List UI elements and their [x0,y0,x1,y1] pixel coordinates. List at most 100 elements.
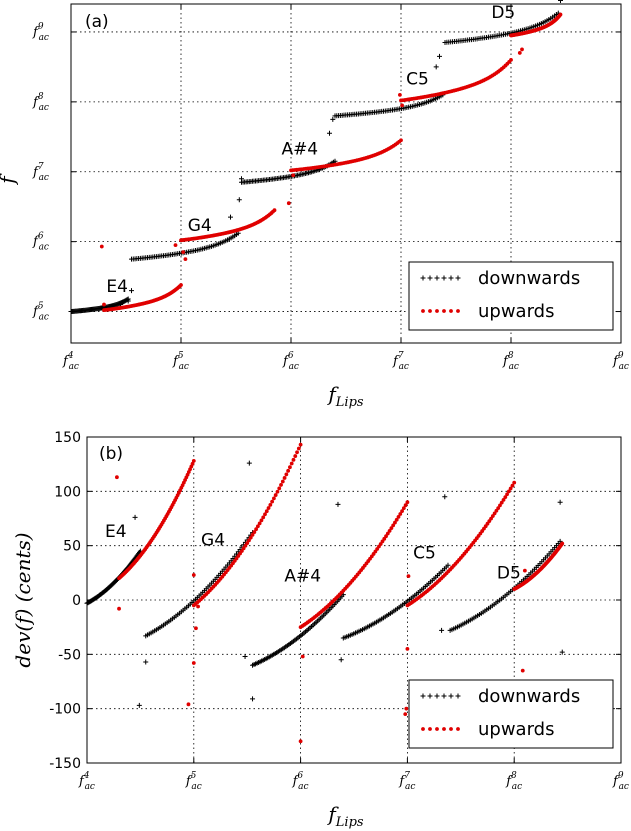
downwards-outlier-point [250,696,256,702]
y-tick-label-exponent: 5 [38,302,44,312]
upwards-point [268,502,273,507]
grid-a [71,4,621,343]
note-labels-b: E4 G4 A#4 C5 D5 [105,522,521,587]
upwards-point [501,497,506,502]
x-axis-label-b: fLips [326,802,364,830]
x-tick-label-exponent: 7 [404,771,410,781]
y-tick-label-base: f [32,235,40,250]
y-tick-label: f7 ac [32,162,49,183]
legend-label-upwards-a: upwards [478,301,554,322]
note-label: D5 [497,563,521,583]
downwards-outlier-point [335,501,341,507]
upwards-point [505,492,509,497]
upwards-point [272,208,277,213]
legend-swatch-downwards [427,693,433,699]
upwards-outlier-point [115,475,119,480]
upwards-point [257,521,262,526]
x-tick-label-base: f [78,774,86,789]
upwards-point [295,450,299,455]
x-tick-label: f5 ac [172,351,189,372]
legend-swatch-downwards [427,275,433,281]
upwards-point [266,506,271,510]
upwards-point [191,459,196,463]
downwards-outlier-point [330,116,336,122]
y-tick-label-base: f [32,25,40,40]
x-tick-label-sub: ac [399,362,409,372]
legend-swatch-upwards [421,727,425,731]
x-tick-label-exponent: 9 [618,771,624,781]
upwards-point [400,509,404,514]
upwards-outlier-point [117,606,121,611]
x-tick-label-exponent: 8 [511,771,517,781]
upwards-point [385,531,390,536]
note-label: C5 [413,544,436,564]
upwards-outlier-point [186,702,191,707]
legend-swatch-downwards [434,275,440,281]
x-tick-label-sub: ac [298,782,308,792]
upwards-outlier-point [406,574,411,578]
upwards-point [298,442,303,447]
markers-b [84,442,565,744]
upwards-point [389,526,394,531]
legend-swatch-downwards [455,693,461,699]
y-axis-label-b: dev(f) (cents) [11,532,35,667]
upwards-point [289,461,294,466]
upwards-point [255,524,260,529]
x-tick-label-base: f [62,354,70,369]
upwards-outlier-point [196,604,200,609]
upwards-point [280,479,285,484]
x-tick-label-base: f [392,354,400,369]
legend-box-b [408,679,614,749]
legend-swatch-downwards [448,693,454,699]
downwards-outlier-point [239,176,244,182]
upwards-point [288,465,292,470]
upwards-outlier-point [286,201,291,206]
upwards-point [496,506,501,511]
x-axis-label-a: fLips [326,382,364,410]
legend-b: downwards upwards [408,679,614,749]
legend-swatch-upwards [428,727,432,731]
x-tick-label-sub: ac [69,362,79,372]
x-tick-label: f4 ac [78,771,95,792]
x-tick-label-base: f [612,774,620,789]
legend-swatch-upwards [428,309,432,313]
upwards-outlier-point [181,250,186,255]
x-tick-label-exponent: 6 [297,771,303,781]
legend-box-a [408,261,614,331]
x-tick-label-base: f [398,774,406,789]
legend-swatch-upwards [435,727,439,731]
upwards-point [243,543,248,548]
y-tick-label-sub: ac [39,173,49,183]
x-axis-label-b-sub: Lips [335,815,364,830]
legend-swatch-upwards [456,727,460,731]
x-ticks-b: f4 ac f5 ac f6 ac f7 ac f8 ac f9 ac [78,437,629,792]
x-tick-label-base: f [612,354,620,369]
note-label: G4 [188,216,212,236]
note-label: C5 [406,69,429,89]
x-tick-label-sub: ac [619,782,629,792]
x-tick-label-sub: ac [509,362,519,372]
legend-marker-upwards-a [421,309,460,313]
upwards-point [398,512,403,516]
x-tick-label-exponent: 8 [508,351,514,361]
upwards-point [247,538,251,543]
x-tick-label-base: f [172,354,180,369]
upwards-point [296,446,301,451]
x-tick-label-sub: ac [289,362,299,372]
chart-panel-b: f4 ac f5 ac f6 ac f7 ac f8 ac f9 ac -150-100-500501… [11,430,629,830]
downwards-point [557,538,563,544]
downwards-outlier-point [338,657,344,663]
upwards-point [286,468,291,473]
y-tick-label-sub: ac [39,313,49,323]
upwards-point [291,457,296,462]
upwards-point [508,486,513,491]
y-tick-label: f8 ac [32,92,49,113]
upwards-point [401,506,406,511]
upwards-point [512,480,517,485]
upwards-outlier-point [191,573,196,577]
upwards-point [498,503,502,508]
x-tick-label-base: f [282,354,290,369]
x-tick-label-base: f [292,774,300,789]
x-tick-label-exponent: 5 [178,351,184,361]
